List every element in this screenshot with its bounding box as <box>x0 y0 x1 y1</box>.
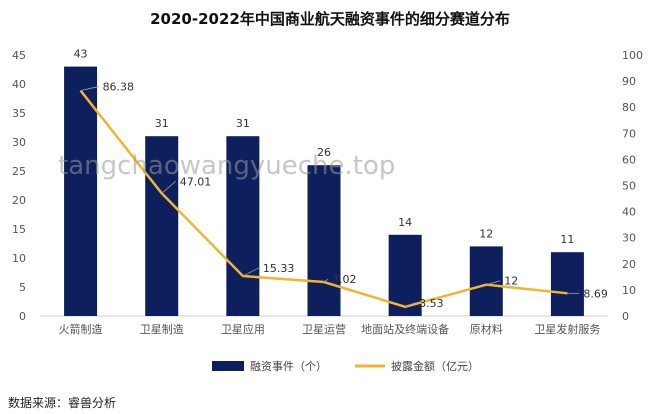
bar <box>307 165 341 316</box>
line-value-label: 3.02 <box>332 273 357 286</box>
line-label-leader <box>323 278 329 283</box>
line-label-leader <box>404 302 416 308</box>
x-tick-label: 地面站及终端设备 <box>361 322 449 336</box>
bar <box>64 66 98 316</box>
bar-value-label: 31 <box>236 117 250 130</box>
y-right-tick-label: 50 <box>622 180 636 193</box>
y-left-tick-label: 40 <box>12 78 26 91</box>
bar-value-label: 31 <box>155 117 169 130</box>
legend-group: 融资事件（个） 披露金额（亿元） <box>212 359 479 373</box>
x-tick-label: 卫星制造 <box>140 322 184 336</box>
y-right-tick-label: 40 <box>622 206 636 219</box>
line-value-label: 12 <box>504 275 518 288</box>
x-tick-label: 卫星发射服务 <box>534 322 600 336</box>
y-right-tick-label: 20 <box>622 258 636 271</box>
legend-label-line: 披露金额（亿元） <box>391 359 479 373</box>
line-label-leader <box>242 267 260 277</box>
line-value-label: 15.33 <box>263 262 295 275</box>
line-value-label: 47.01 <box>180 175 212 188</box>
y-right-tick-label: 0 <box>622 310 629 323</box>
bar <box>145 136 179 316</box>
line-group <box>79 86 580 309</box>
y-left-tick-label: 5 <box>19 281 26 294</box>
y-left-tick-label: 15 <box>12 223 26 236</box>
chart-title: 2020-2022年中国商业航天融资事件的细分赛道分布 <box>150 10 510 28</box>
data-source: 数据来源：睿兽分析 <box>8 396 117 410</box>
y-left-tick-label: 35 <box>12 107 26 120</box>
x-tick-label: 火箭制造 <box>59 322 103 336</box>
bar-value-label: 12 <box>479 227 493 240</box>
y-right-tick-label: 90 <box>622 75 636 88</box>
x-tick-label: 原材料 <box>470 322 503 336</box>
y-right-tick-label: 10 <box>622 284 636 297</box>
line-label-leader <box>80 86 99 91</box>
line-value-label: 86.38 <box>103 81 135 94</box>
y-right-tick-label: 60 <box>622 153 636 166</box>
x-tick-label: 卫星运营 <box>302 322 346 336</box>
bar <box>550 252 584 316</box>
bar-value-label: 26 <box>317 146 331 159</box>
y-right-tick-label: 70 <box>622 127 636 140</box>
y-left-tick-label: 45 <box>12 49 26 62</box>
bar-value-label: 11 <box>560 233 574 246</box>
y-left-tick-label: 10 <box>12 252 26 265</box>
x-tick-label: 卫星应用 <box>221 322 265 336</box>
bar-value-label: 14 <box>398 216 412 229</box>
line-value-label: 3.53 <box>419 297 444 310</box>
bar-value-label: 43 <box>74 48 88 61</box>
line-label-leader <box>161 181 176 194</box>
axes-group: 0 5 10 15 20 25 30 35 40 45 0 10 20 30 40 50 60 70 80 90 100… <box>12 49 643 336</box>
legend-label-bar: 融资事件（个） <box>250 360 327 373</box>
legend-swatch-bar <box>212 361 244 371</box>
y-left-tick-label: 0 <box>19 310 26 323</box>
bar <box>226 136 260 316</box>
y-left-tick-label: 20 <box>12 194 26 207</box>
line-label-leader <box>486 280 501 286</box>
y-right-tick-label: 100 <box>622 49 643 62</box>
y-left-tick-label: 25 <box>12 165 26 178</box>
y-right-tick-label: 80 <box>622 101 636 114</box>
line-value-label: 8.69 <box>583 287 608 300</box>
y-right-tick-label: 30 <box>622 232 636 245</box>
bars-group <box>64 66 584 316</box>
y-left-tick-label: 30 <box>12 136 26 149</box>
watermark: tangchaowangyueche.top <box>58 151 395 181</box>
labels-group: 43 31 31 26 14 12 11 86.38 47.01 15.33 3.02 3.53 12 8… <box>74 48 608 310</box>
